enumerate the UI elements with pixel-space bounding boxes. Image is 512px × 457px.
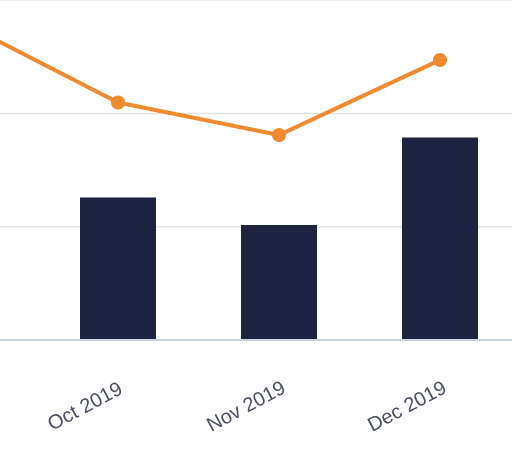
- line-series: [0, 39, 447, 142]
- bar: [80, 197, 156, 340]
- line-point: [111, 95, 125, 110]
- x-tick-label: Dec 2019: [364, 377, 450, 437]
- x-tick-label: Nov 2019: [203, 377, 289, 437]
- bar-series: [80, 137, 478, 340]
- bar: [241, 225, 317, 340]
- x-tick-labels: Oct 2019 Nov 2019 Dec 2019: [44, 377, 450, 437]
- line-path: [0, 39, 441, 137]
- x-tick-label: Oct 2019: [44, 378, 126, 436]
- line-point: [433, 53, 447, 67]
- line-point: [272, 128, 286, 142]
- bar: [402, 137, 478, 340]
